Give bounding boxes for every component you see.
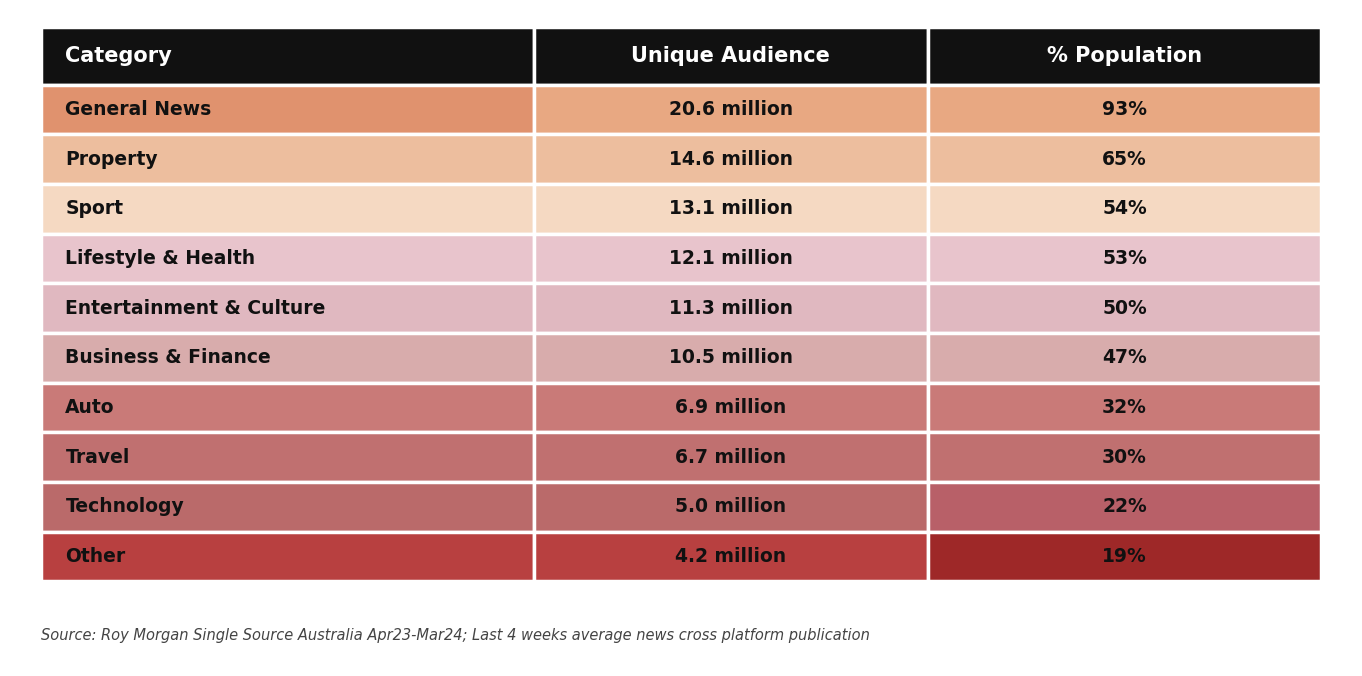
Text: 54%: 54% xyxy=(1102,199,1147,218)
FancyBboxPatch shape xyxy=(534,482,928,531)
Text: Source: Roy Morgan Single Source Australia Apr23-Mar24; Last 4 weeks average new: Source: Roy Morgan Single Source Austral… xyxy=(41,628,870,643)
FancyBboxPatch shape xyxy=(534,27,928,84)
Text: Business & Finance: Business & Finance xyxy=(65,348,271,367)
Text: 6.7 million: 6.7 million xyxy=(676,448,786,466)
Text: 10.5 million: 10.5 million xyxy=(669,348,793,367)
FancyBboxPatch shape xyxy=(41,383,534,433)
Text: 12.1 million: 12.1 million xyxy=(669,249,793,268)
FancyBboxPatch shape xyxy=(928,84,1321,135)
Text: Other: Other xyxy=(65,547,125,566)
Text: 50%: 50% xyxy=(1102,299,1147,318)
FancyBboxPatch shape xyxy=(534,184,928,233)
FancyBboxPatch shape xyxy=(928,184,1321,233)
FancyBboxPatch shape xyxy=(41,333,534,383)
Text: 6.9 million: 6.9 million xyxy=(676,398,787,417)
Text: 13.1 million: 13.1 million xyxy=(669,199,793,218)
FancyBboxPatch shape xyxy=(928,383,1321,433)
Text: Auto: Auto xyxy=(65,398,114,417)
FancyBboxPatch shape xyxy=(534,383,928,433)
Text: Technology: Technology xyxy=(65,498,184,516)
Text: 53%: 53% xyxy=(1102,249,1147,268)
Text: 65%: 65% xyxy=(1102,149,1147,168)
FancyBboxPatch shape xyxy=(41,531,534,581)
FancyBboxPatch shape xyxy=(928,333,1321,383)
Text: 4.2 million: 4.2 million xyxy=(676,547,786,566)
FancyBboxPatch shape xyxy=(41,135,534,184)
FancyBboxPatch shape xyxy=(41,234,534,283)
FancyBboxPatch shape xyxy=(534,84,928,135)
Text: Property: Property xyxy=(65,149,158,168)
FancyBboxPatch shape xyxy=(534,135,928,184)
Text: Sport: Sport xyxy=(65,199,124,218)
FancyBboxPatch shape xyxy=(928,27,1321,84)
FancyBboxPatch shape xyxy=(41,27,534,84)
Text: 20.6 million: 20.6 million xyxy=(669,100,793,119)
Text: 32%: 32% xyxy=(1102,398,1147,417)
FancyBboxPatch shape xyxy=(928,531,1321,581)
Text: 5.0 million: 5.0 million xyxy=(676,498,786,516)
Text: 93%: 93% xyxy=(1102,100,1147,119)
Text: Entertainment & Culture: Entertainment & Culture xyxy=(65,299,326,318)
FancyBboxPatch shape xyxy=(41,184,534,233)
Text: % Population: % Population xyxy=(1047,46,1203,66)
FancyBboxPatch shape xyxy=(41,283,534,333)
Text: 22%: 22% xyxy=(1102,498,1147,516)
FancyBboxPatch shape xyxy=(534,531,928,581)
FancyBboxPatch shape xyxy=(41,482,534,531)
FancyBboxPatch shape xyxy=(534,333,928,383)
FancyBboxPatch shape xyxy=(928,135,1321,184)
FancyBboxPatch shape xyxy=(534,234,928,283)
Text: 11.3 million: 11.3 million xyxy=(669,299,793,318)
Text: 47%: 47% xyxy=(1102,348,1147,367)
Text: Travel: Travel xyxy=(65,448,129,466)
Text: Lifestyle & Health: Lifestyle & Health xyxy=(65,249,256,268)
FancyBboxPatch shape xyxy=(41,84,534,135)
Text: 14.6 million: 14.6 million xyxy=(669,149,793,168)
Text: 30%: 30% xyxy=(1102,448,1147,466)
FancyBboxPatch shape xyxy=(928,234,1321,283)
FancyBboxPatch shape xyxy=(534,433,928,482)
Text: Unique Audience: Unique Audience xyxy=(632,46,831,66)
FancyBboxPatch shape xyxy=(534,283,928,333)
Text: Category: Category xyxy=(65,46,172,66)
Text: General News: General News xyxy=(65,100,211,119)
FancyBboxPatch shape xyxy=(928,433,1321,482)
FancyBboxPatch shape xyxy=(928,283,1321,333)
FancyBboxPatch shape xyxy=(928,482,1321,531)
FancyBboxPatch shape xyxy=(41,433,534,482)
Text: 19%: 19% xyxy=(1102,547,1147,566)
